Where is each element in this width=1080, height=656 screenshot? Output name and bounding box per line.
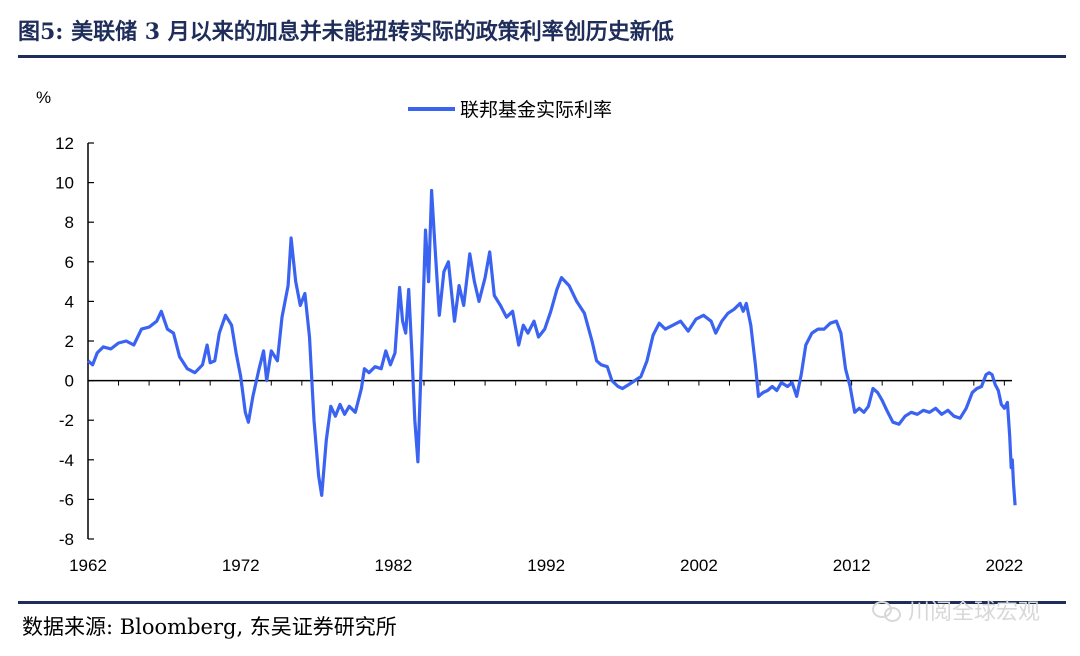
line-chart: 12 10 8 6 4 2 0 -2 -4 -6 -8 1962 1972 1982 1992 2002 201…	[36, 88, 1023, 575]
y-tick-label: 12	[55, 134, 74, 153]
y-tick-label: 0	[65, 372, 74, 391]
watermark: 川阅全球宏观	[871, 594, 1040, 626]
x-tick-label: 2012	[833, 556, 871, 575]
tick-labels: 12 10 8 6 4 2 0 -2 -4 -6 -8 1962 1972 1982 1992 2002 201…	[36, 88, 1023, 575]
y-tick-label: 6	[65, 253, 74, 272]
legend-label: 联邦基金实际利率	[460, 99, 612, 121]
y-tick-label: -4	[59, 451, 74, 470]
y-tick-label: -6	[59, 490, 74, 509]
y-tick-label: 4	[65, 292, 74, 311]
chart-axes	[87, 142, 1012, 540]
chart-series	[86, 188, 1017, 506]
source-note: 数据来源: Bloomberg, 东吴证券研究所	[22, 615, 397, 639]
chart-legend: 联邦基金实际利率	[408, 99, 612, 121]
watermark-label: 川阅全球宏观	[907, 600, 1040, 625]
y-axis-unit: %	[36, 88, 51, 107]
y-tick-label: -8	[59, 530, 74, 549]
series-line-real-fed-funds-rate	[86, 188, 1017, 506]
x-tick-label: 2022	[985, 556, 1023, 575]
wechat-icon	[871, 599, 902, 622]
title-divider	[18, 55, 1066, 58]
y-tick-label: -2	[59, 411, 74, 430]
footer-divider	[18, 601, 1066, 604]
x-tick-label: 2002	[680, 556, 718, 575]
x-tick-label: 1982	[375, 556, 413, 575]
y-tick-label: 8	[65, 213, 74, 232]
y-tick-label: 2	[65, 332, 74, 351]
x-tick-label: 1972	[222, 556, 260, 575]
y-tick-label: 10	[55, 174, 74, 193]
x-tick-label: 1992	[527, 556, 565, 575]
figure-title: 图5: 美联储 3 月以来的加息并未能扭转实际的政策利率创历史新低	[18, 19, 674, 45]
x-tick-label: 1962	[69, 556, 107, 575]
